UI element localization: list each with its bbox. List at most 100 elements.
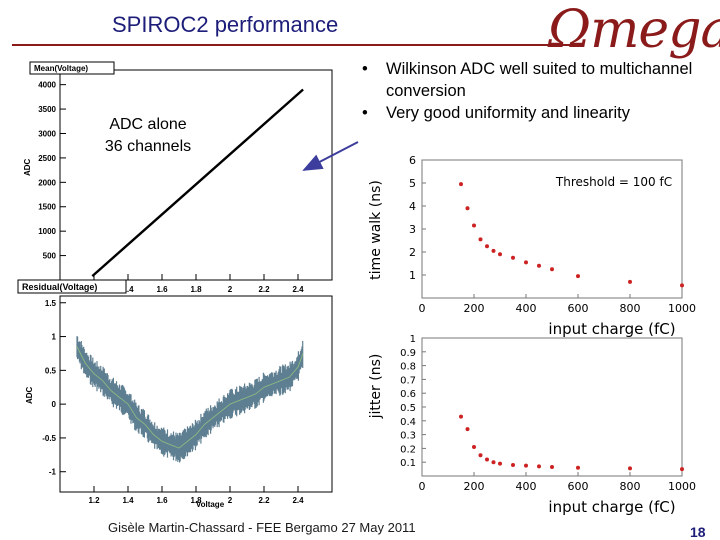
- residual-xtick-label: 1.6: [156, 496, 168, 505]
- mean-xtick-label: 2.2: [258, 285, 270, 294]
- mean-ytick-label: 2500: [38, 154, 56, 163]
- residual-voltage-chart: Residual(Voltage) ADC Voltage 1.2 1.4 1.6 1…: [17, 279, 333, 509]
- mean-xtick-label: 2: [228, 285, 233, 294]
- residual-xticks: 1.2 1.4 1.6 1.8 2 2.2 2.4: [88, 486, 304, 505]
- bullet-dot-icon: •: [362, 60, 368, 78]
- slide-title: SPIROC2 performance: [112, 12, 339, 37]
- adc-label-line2: 36 channels: [104, 138, 192, 155]
- jit-xtick-label: 200: [464, 480, 485, 493]
- jit-ytick-label: 0.4: [400, 417, 416, 428]
- tw-point: [498, 252, 502, 257]
- jit-ytick-label: 0.1: [400, 458, 416, 469]
- tw-point: [465, 206, 470, 211]
- jit-point: [459, 414, 463, 419]
- residual-ytick-label: 1.5: [45, 299, 57, 308]
- jit-ytick-label: 0.3: [400, 431, 416, 442]
- jit-xtick-label: 600: [568, 480, 589, 493]
- bullet-item: • Wilkinson ADC well suited to multichan…: [360, 58, 710, 102]
- residual-xtick-label: 1.4: [122, 496, 134, 505]
- tw-ytick-label: 2: [409, 246, 416, 259]
- mean-xtick-label: 1.6: [156, 285, 168, 294]
- timewalk-xlabel: input charge (fC): [548, 320, 675, 338]
- tw-point: [472, 223, 476, 228]
- jit-ytick-label: 0.8: [400, 362, 416, 373]
- mean-ytick-label: 3500: [38, 105, 56, 114]
- jit-point: [576, 465, 580, 470]
- tw-point: [680, 283, 684, 288]
- tw-ytick-label: 5: [409, 177, 416, 190]
- jit-point: [498, 461, 502, 466]
- residual-xtick-label: 1.8: [190, 496, 202, 505]
- jitter-chart: jitter (ns) input charge (fC) 0 200 400 600…: [368, 334, 696, 516]
- residual-ytick-label: 0: [52, 400, 57, 409]
- timewalk-series: [459, 182, 684, 288]
- tw-point: [550, 267, 554, 272]
- mean-ytick-label: 1500: [38, 203, 56, 212]
- adc-alone-label: ADC alone 36 channels: [88, 114, 208, 158]
- jit-ytick-label: 0.5: [400, 403, 416, 414]
- bullet-item: • Very good uniformity and linearity: [360, 102, 710, 124]
- mean-ytick-label: 1000: [38, 227, 56, 236]
- tw-point: [576, 274, 580, 279]
- jit-point: [491, 460, 496, 465]
- jit-point: [680, 467, 684, 472]
- bullet-list: • Wilkinson ADC well suited to multichan…: [360, 58, 710, 124]
- mean-ylabel: ADC: [23, 158, 32, 176]
- tw-xtick-label: 1000: [668, 302, 696, 315]
- residual-xlabel: Voltage: [196, 500, 225, 509]
- residual-series: [76, 336, 304, 463]
- mean-chart-title: Mean(Voltage): [34, 64, 88, 73]
- jit-ytick-label: 0.9: [400, 348, 416, 359]
- mean-xtick-label: 2.4: [292, 285, 304, 294]
- jit-point: [511, 462, 515, 467]
- jit-ytick-label: 0.7: [400, 375, 416, 386]
- jit-xtick-label: 400: [516, 480, 537, 493]
- tw-point: [478, 237, 483, 242]
- tw-xtick-label: 400: [516, 302, 537, 315]
- residual-ytick-label: 0.5: [45, 366, 57, 375]
- jit-xtick-label: 800: [620, 480, 641, 493]
- residual-ytick-label: 1: [52, 333, 57, 342]
- timewalk-yticks: 1 2 3 4 5 6: [409, 154, 426, 282]
- residual-yticks: -1 -0.5 0 0.5 1 1.5: [42, 299, 66, 477]
- residual-ytick-label: -1: [49, 468, 57, 477]
- jit-xtick-label: 0: [419, 480, 426, 493]
- bullet-text: Wilkinson ADC well suited to multichanne…: [386, 60, 693, 100]
- mean-series-line: [91, 88, 304, 277]
- tw-point: [511, 255, 515, 260]
- adc-label-line1: ADC alone: [109, 116, 187, 133]
- tw-xtick-label: 200: [464, 302, 485, 315]
- residual-xtick-label: 2: [228, 496, 233, 505]
- time-walk-chart: time walk (ns) input charge (fC) Thresho…: [368, 154, 696, 338]
- tw-point: [485, 244, 489, 249]
- residual-xtick-label: 2.4: [292, 496, 304, 505]
- tw-point: [459, 182, 463, 187]
- mean-series: [91, 88, 304, 277]
- jitter-xticks: 0 200 400 600 800 1000: [419, 472, 696, 493]
- bullet-dot-icon: •: [362, 104, 368, 122]
- mean-ytick-label: 500: [43, 252, 57, 261]
- mean-xtick-label: 1.4: [122, 285, 134, 294]
- omega-logo: Ωmega: [548, 0, 720, 60]
- tw-xtick-label: 0: [419, 302, 426, 315]
- residual-ytick-label: -0.5: [42, 434, 56, 443]
- jit-ytick-label: 1: [410, 334, 416, 345]
- jit-point: [628, 466, 632, 471]
- residual-plot-frame: [59, 295, 333, 493]
- mean-xtick-label: 1.8: [190, 285, 202, 294]
- mean-ytick-label: 4000: [38, 81, 56, 90]
- residual-ylabel: ADC: [25, 386, 34, 404]
- tw-xtick-label: 600: [568, 302, 589, 315]
- timewalk-ylabel: time walk (ns): [368, 180, 384, 280]
- mean-ytick-label: 2000: [38, 178, 56, 187]
- jit-point: [465, 427, 470, 432]
- jit-ytick-label: 0.2: [400, 444, 416, 455]
- jit-point: [485, 457, 489, 462]
- mean-voltage-chart: Mean(Voltage) ADC 1.21.41.61.822.22.4 50…: [23, 61, 333, 294]
- footer-text: Gisèle Martin-Chassard - FEE Bergamo 27 …: [108, 520, 416, 535]
- jit-ytick-label: 0.6: [400, 389, 416, 400]
- jitter-ylabel: jitter (ns): [368, 354, 384, 420]
- jit-point: [524, 463, 528, 468]
- timewalk-annotation: Threshold = 100 fC: [555, 175, 672, 189]
